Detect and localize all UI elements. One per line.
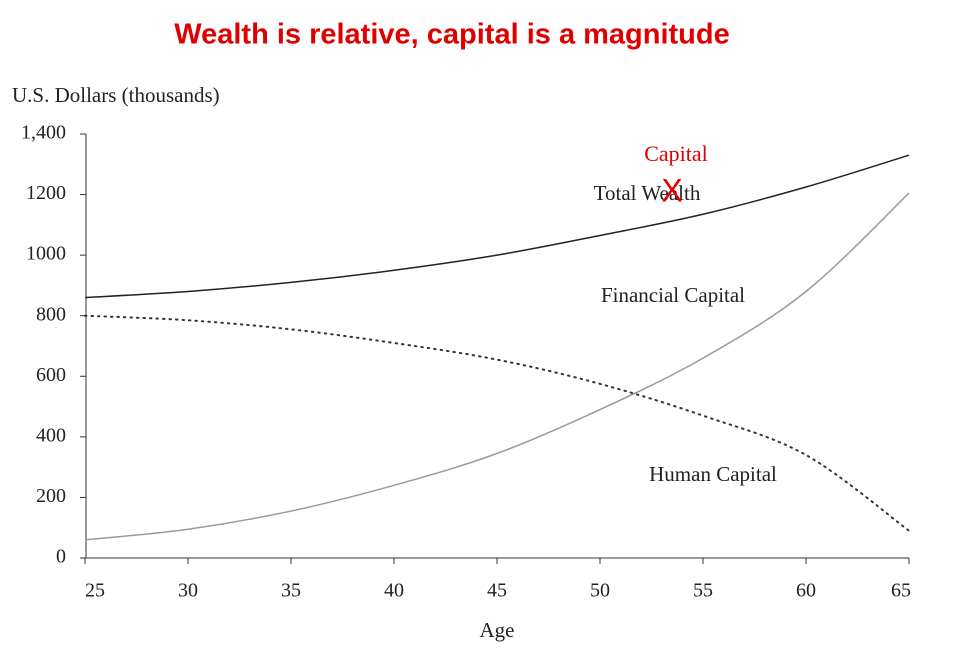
x-tick-label: 50 [590,580,610,602]
annotation: X [661,172,682,208]
x-tick-label: 60 [796,580,816,602]
y-tick-label: 1,400 [21,122,66,144]
y-axis-label: U.S. Dollars (thousands) [12,83,220,107]
x-tick-label: 55 [693,580,713,602]
annotation: Capital [644,141,708,166]
chart-title: Wealth is relative, capital is a magnitu… [174,19,730,51]
y-tick-label: 1000 [26,243,66,265]
series-label: Human Capital [649,462,777,486]
x-tick-label: 45 [487,580,507,602]
series-label: Total Wealth [594,181,701,205]
x-tick-label: 25 [85,580,105,602]
series-line [84,154,910,299]
y-tick-label: 400 [36,424,66,446]
x-tick-label: 65 [891,580,911,602]
series-line [84,192,910,541]
y-tick-label: 600 [36,364,66,386]
y-tick-label: 800 [36,303,66,325]
series-label: Financial Capital [601,283,745,307]
x-tick-label: 30 [178,580,198,602]
series-line [84,314,910,532]
x-tick-label: 40 [384,580,404,602]
y-tick-label: 0 [56,546,66,568]
y-tick-label: 200 [36,485,66,507]
x-tick-label: 35 [281,580,301,602]
x-axis-label: Age [480,618,515,642]
y-tick-label: 1200 [26,182,66,204]
